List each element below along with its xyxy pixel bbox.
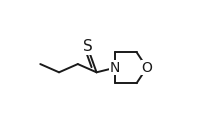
Text: S: S <box>83 39 93 54</box>
Text: O: O <box>141 61 152 75</box>
Text: N: N <box>110 61 121 75</box>
